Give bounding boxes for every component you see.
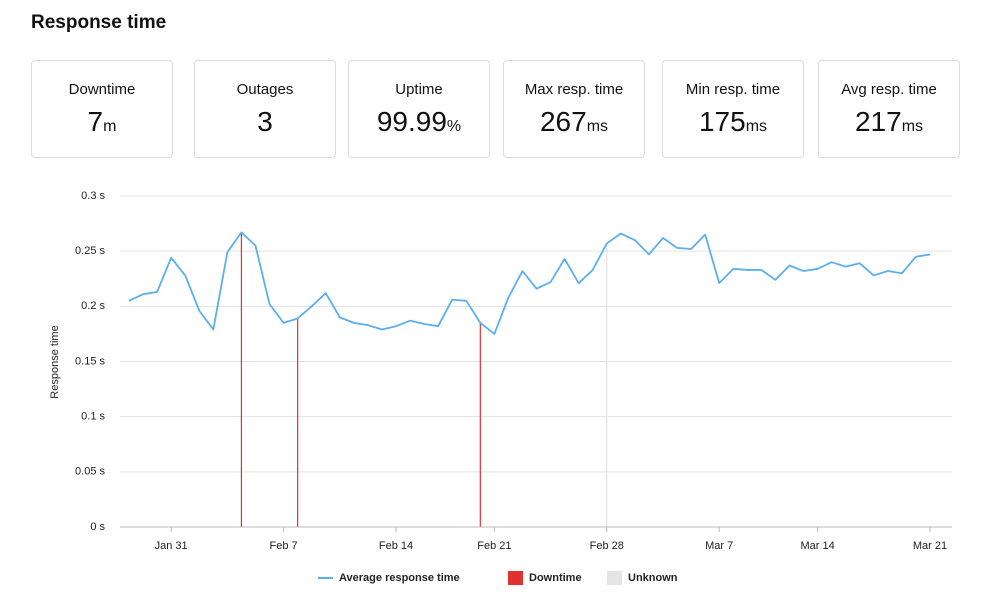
- stat-card: Min resp. time 175ms: [662, 60, 804, 158]
- stat-number: 217: [854, 106, 902, 137]
- legend-label: Downtime: [529, 572, 582, 584]
- y-tick-label: 0.3 s: [81, 190, 105, 202]
- stat-number: 267: [539, 106, 587, 137]
- x-tick-label: Feb 7: [270, 540, 298, 552]
- page-title: Response time: [31, 12, 167, 33]
- stat-unit: m: [103, 118, 117, 135]
- stat-value: 3: [195, 106, 335, 138]
- legend-label: Average response time: [339, 572, 460, 584]
- legend-swatch: [607, 571, 622, 585]
- stat-number: 3: [257, 106, 273, 137]
- y-tick-label: 0.05 s: [75, 466, 105, 478]
- x-tick-label: Mar 7: [705, 540, 733, 552]
- stat-label: Avg resp. time: [841, 81, 937, 98]
- x-tick-label: Jan 31: [155, 540, 188, 552]
- stat-label: Uptime: [395, 81, 443, 98]
- stat-value: 175ms: [663, 106, 803, 138]
- y-tick-label: 0 s: [90, 521, 105, 533]
- stat-card: Avg resp. time 217ms: [818, 60, 960, 158]
- y-tick-label: 0.15 s: [75, 355, 105, 367]
- stat-label: Outages: [236, 81, 294, 98]
- stat-label: Downtime: [68, 81, 136, 98]
- x-tick-label: Feb 14: [379, 540, 413, 552]
- x-tick-label: Feb 21: [477, 540, 511, 552]
- x-tick-label: Mar 21: [913, 540, 947, 552]
- stat-value: 267ms: [504, 106, 644, 138]
- legend-swatch: [508, 571, 523, 585]
- stat-unit: ms: [745, 118, 768, 135]
- stat-number: 99.99: [376, 106, 447, 137]
- x-tick-label: Feb 28: [590, 540, 624, 552]
- y-axis-label: Response time: [49, 325, 61, 398]
- y-tick-label: 0.1 s: [81, 411, 105, 423]
- legend-label: Unknown: [628, 572, 678, 584]
- stat-label: Max resp. time: [524, 81, 624, 98]
- stat-label: Min resp. time: [685, 81, 781, 98]
- stat-value: 99.99%: [349, 106, 489, 138]
- stat-number: 175: [698, 106, 746, 137]
- stat-value: 217ms: [819, 106, 959, 138]
- y-tick-label: 0.25 s: [75, 245, 105, 257]
- stat-value: 7m: [32, 106, 172, 138]
- stat-unit: %: [446, 118, 462, 135]
- y-tick-label: 0.2 s: [81, 300, 105, 312]
- stat-card: Downtime 7m: [31, 60, 173, 158]
- stat-unit: ms: [901, 118, 924, 135]
- stat-card: Uptime 99.99%: [348, 60, 490, 158]
- stat-unit: ms: [586, 118, 609, 135]
- stat-number: 7: [87, 106, 104, 137]
- x-tick-label: Mar 14: [800, 540, 834, 552]
- stat-card: Outages 3: [194, 60, 336, 158]
- response-line: [128, 231, 931, 335]
- stat-card: Max resp. time 267ms: [503, 60, 645, 158]
